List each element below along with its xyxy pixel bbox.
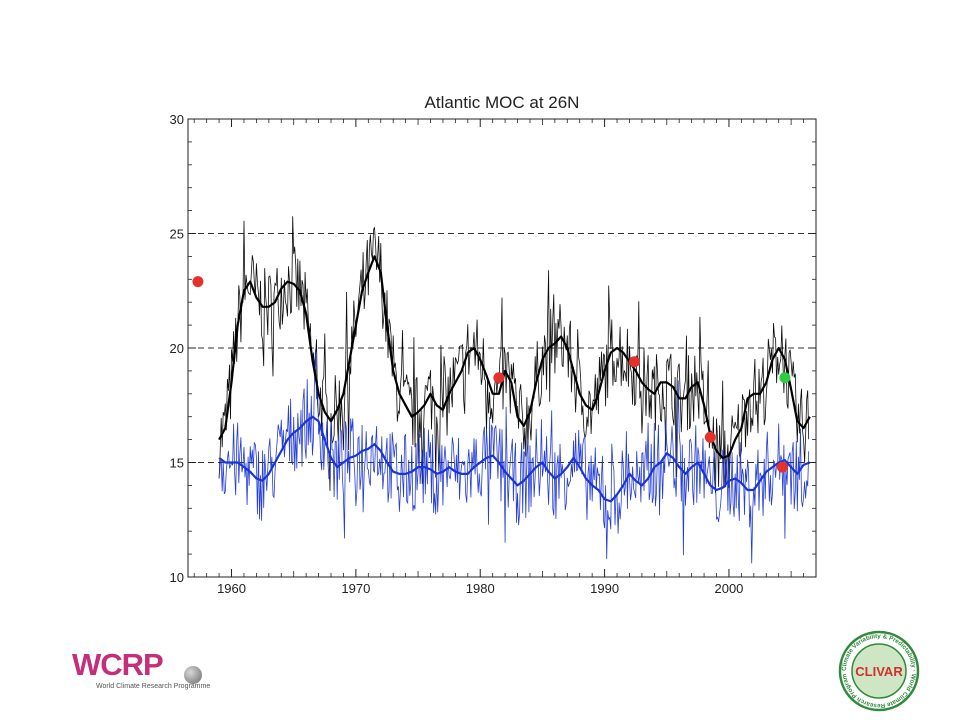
observation-marker xyxy=(192,276,204,288)
observation-marker xyxy=(628,356,640,368)
y-tick-label: 10 xyxy=(170,570,184,585)
observation-marker xyxy=(776,461,788,473)
y-tick-label: 15 xyxy=(170,456,184,471)
clivar-name: CLIVAR xyxy=(855,664,903,679)
wcrp-logo-subtitle: World Climate Research Programme xyxy=(96,683,211,690)
observation-marker xyxy=(779,372,791,384)
clivar-logo: Climate Variability & Predictability · W… xyxy=(835,625,920,712)
wcrp-logo-letters: WCRP xyxy=(72,647,164,682)
globe-icon xyxy=(184,666,202,684)
series-monthly-line xyxy=(218,216,810,494)
clivar-emblem: Climate Variability & Predictability · W… xyxy=(835,625,920,712)
y-tick-label: 30 xyxy=(170,112,184,127)
moc-chart: Atlantic MOC at 26N 10 15 20 25 30 1960 1970 198… xyxy=(150,88,830,608)
x-tick-label: 1960 xyxy=(217,581,246,596)
y-tick-label: 20 xyxy=(170,341,184,356)
observation-marker xyxy=(493,372,505,384)
chart-svg: Atlantic MOC at 26N 10 15 20 25 30 1960 1970 198… xyxy=(170,93,817,596)
x-tick-label: 1990 xyxy=(590,581,619,596)
x-tick-label: 2000 xyxy=(714,581,743,596)
y-tick-label: 25 xyxy=(170,227,184,242)
series-smoothed-line xyxy=(218,415,811,503)
observation-marker xyxy=(704,431,716,443)
x-tick-label: 1980 xyxy=(466,581,495,596)
x-tick-label: 1970 xyxy=(341,581,370,596)
wcrp-logo: WCRP World Climate Research Programme xyxy=(72,648,242,704)
chart-title: Atlantic MOC at 26N xyxy=(425,93,580,112)
